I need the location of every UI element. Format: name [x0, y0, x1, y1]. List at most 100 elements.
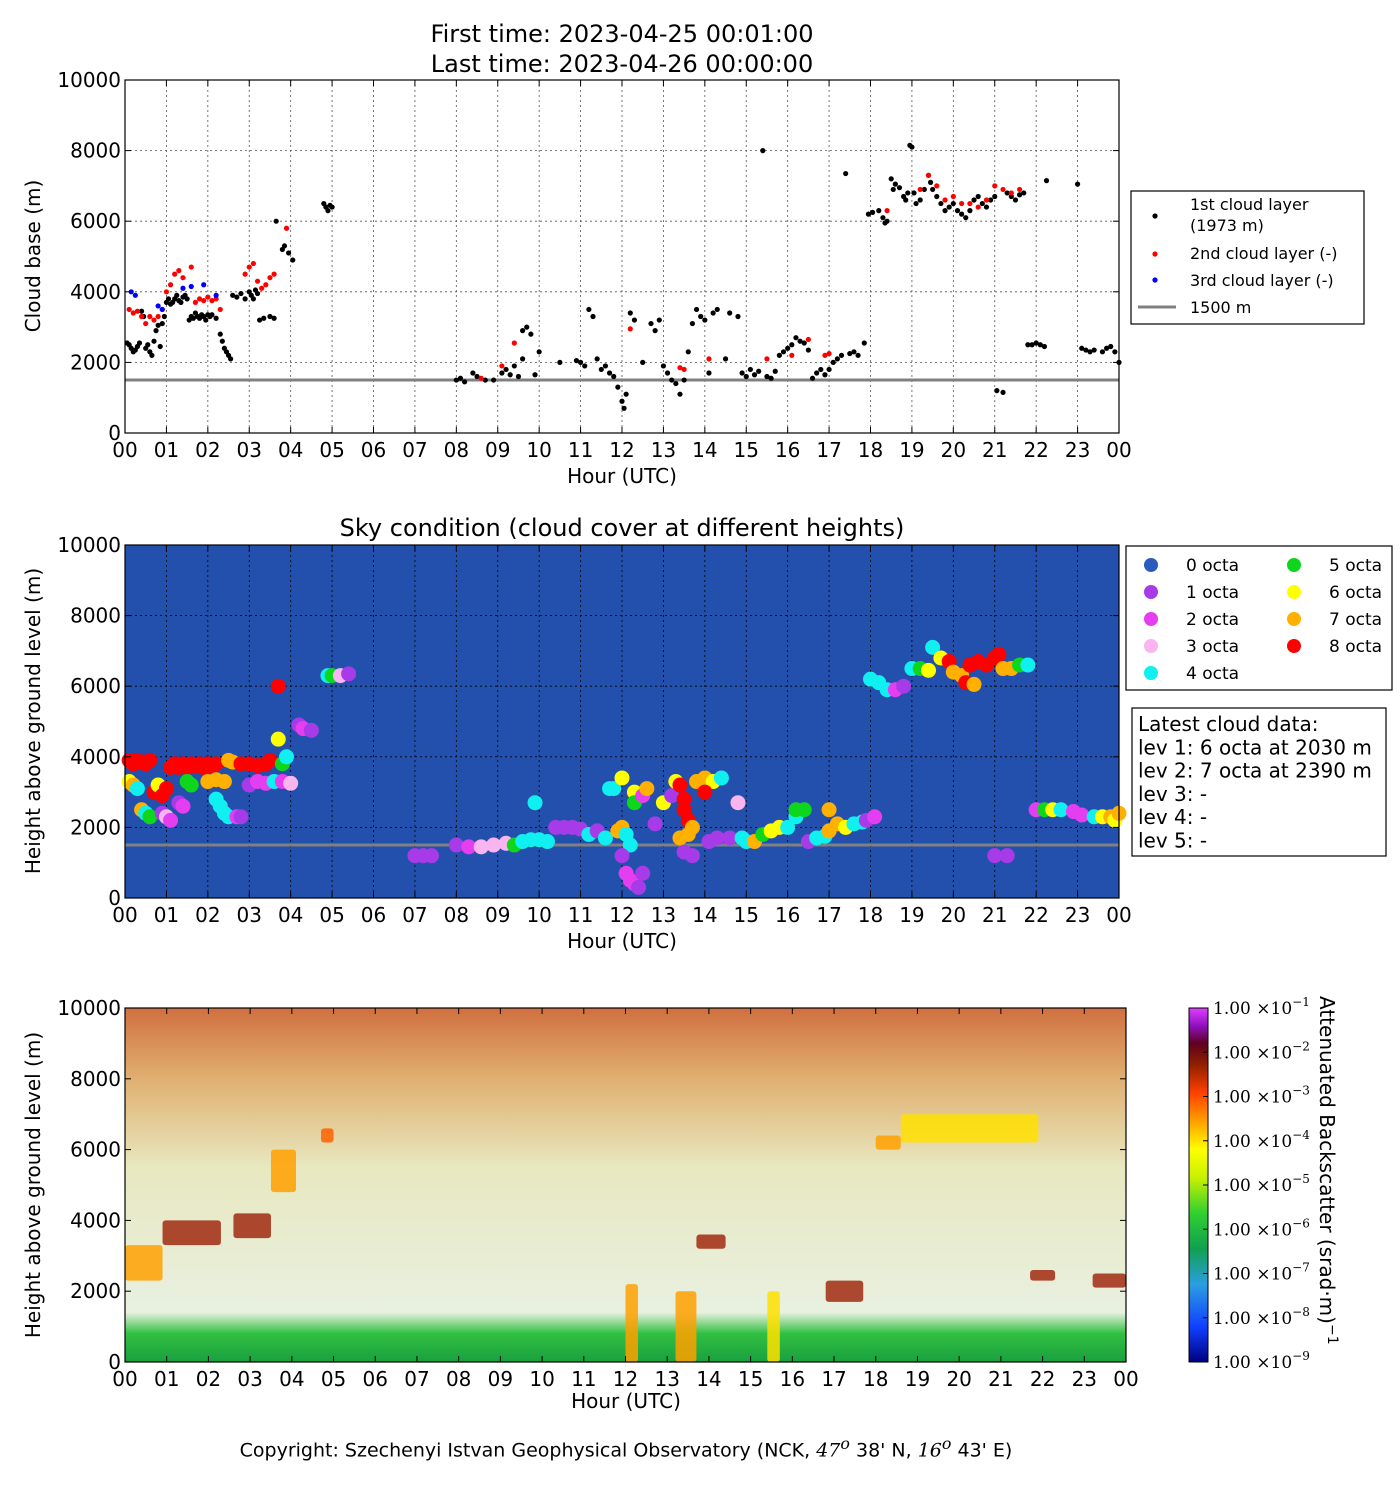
x-tick-label: 20	[946, 1367, 971, 1391]
x-tick-label: 00	[1106, 438, 1131, 462]
x-tick-label: 02	[195, 438, 220, 462]
cloud-layer1-point	[1103, 345, 1110, 351]
x-tick-label: 10	[526, 438, 551, 462]
latest-cloud-line: lev 4: -	[1138, 805, 1207, 829]
octa-5-point	[183, 777, 199, 793]
x-tick-label: 03	[237, 1367, 262, 1391]
cloud-layer2-point	[499, 363, 505, 369]
cloud-layer1-point	[271, 315, 277, 321]
cloud-layer2-point	[627, 326, 633, 332]
octa-2-point	[175, 798, 191, 814]
cloud-layer2-point	[196, 296, 203, 302]
cloud-layer1-point	[1087, 349, 1093, 355]
x-tick-label: 13	[651, 903, 676, 927]
cloud-layer1-point	[946, 204, 952, 210]
cloud-layer2-point	[176, 268, 182, 274]
octa-legend-label: 7 octa	[1329, 610, 1382, 630]
cloud-layer1-point	[1043, 178, 1050, 184]
cloud-layer1-point	[582, 363, 588, 369]
cloud-layer1-point	[503, 366, 509, 373]
octa-8-point	[208, 756, 224, 772]
octa-1-point	[303, 722, 319, 738]
x-tick-label: 16	[775, 903, 800, 927]
legend-layer2: 2nd cloud layer (-)	[1190, 244, 1337, 263]
cloud-layer2-point	[151, 317, 157, 323]
octa-4-point	[713, 770, 729, 786]
cloud-layer1-point	[756, 368, 762, 374]
cloud-layer1-point	[801, 340, 807, 346]
cloud-layer2-point	[143, 320, 149, 327]
y-tick-label: 4000	[70, 280, 121, 304]
cloud-layer1-point	[963, 215, 969, 221]
cloud-layer1-point	[988, 197, 994, 203]
cloud-layer1-point	[698, 313, 704, 320]
x-tick-label: 22	[1023, 903, 1048, 927]
cloud-layer1-point	[230, 292, 236, 298]
legend-layer1-height: (1973 m)	[1190, 216, 1264, 235]
cloud-layer1-point	[149, 352, 155, 358]
cloud-layer1-point	[747, 366, 753, 373]
colorbar-tick-mantissa: 1.00 ×10	[1213, 1309, 1292, 1329]
cloud-layer1-point	[594, 356, 600, 362]
cloud-layer2-point	[677, 365, 683, 371]
cloud-layer1-point	[157, 343, 163, 350]
y-tick-label: 10000	[57, 68, 121, 92]
cloud-layer1-point	[203, 317, 209, 323]
cloud-layer1-point	[913, 200, 919, 207]
colorbar-tick-label: 1.00 ×10−2	[1213, 1039, 1310, 1063]
y-tick-label: 2000	[70, 350, 121, 374]
octa-1-point	[896, 678, 912, 694]
x-tick-label: 05	[319, 438, 344, 462]
x-tick-label: 10	[529, 1367, 554, 1391]
x-tick-label: 09	[485, 438, 510, 462]
y-tick-label: 4000	[70, 745, 121, 769]
cloud-layer2-point	[884, 208, 890, 214]
octa-1-point	[448, 837, 464, 853]
octa-legend-label: 0 octa	[1186, 556, 1239, 576]
cloud-layer1-point	[267, 313, 273, 320]
octa-legend-marker	[1144, 585, 1158, 599]
cloud-layer1-point	[213, 315, 219, 321]
x-tick-label: 21	[982, 903, 1007, 927]
cloud-layer1-point	[520, 328, 526, 334]
cloud-layer3-point	[180, 285, 186, 291]
cloud-layer1-point	[664, 370, 671, 376]
x-tick-label: 00	[112, 903, 137, 927]
backscatter-ylabel: Height above ground level (m)	[21, 1032, 45, 1338]
colorbar-tick-exponent: −3	[1292, 1084, 1310, 1098]
cloud-layer1-point	[1108, 343, 1114, 350]
cloud-layer1-point	[685, 349, 691, 355]
x-tick-label: 17	[821, 1367, 846, 1391]
cloud-layer2-point	[271, 271, 277, 277]
octa-1-point	[631, 879, 647, 895]
cloud-layer1-point	[290, 257, 296, 263]
cloud-layer1-point	[138, 308, 145, 314]
cloud-layer1-point	[1029, 342, 1035, 348]
cloud-layer1-point	[1021, 190, 1027, 196]
x-tick-label: 21	[988, 1367, 1013, 1391]
colorbar-tick-exponent: −4	[1292, 1128, 1310, 1142]
cloud-layer1-point	[234, 294, 240, 300]
cloud-layer1-point	[693, 306, 700, 313]
cloud-layer1-point	[865, 211, 872, 217]
cloud-layer2-point	[789, 352, 795, 358]
cloud-layer2-point	[283, 225, 290, 231]
cloud-layer1-point	[822, 372, 828, 378]
cloud-layer1-point	[602, 363, 609, 369]
octa-5-point	[142, 809, 158, 825]
cloud-layer2-point	[917, 186, 923, 193]
cloud-layer1-point	[586, 306, 592, 313]
cloud-layer2-point	[250, 260, 256, 267]
octa-7-point	[821, 802, 837, 818]
backscatter-cloud-feature	[125, 1245, 163, 1281]
x-tick-label: 20	[941, 903, 966, 927]
cloud-layer1-point	[457, 375, 464, 381]
cloud-layer1-point	[209, 312, 215, 318]
y-tick-label: 8000	[70, 1067, 121, 1091]
x-tick-label: 06	[363, 1367, 388, 1391]
y-tick-label: 10000	[57, 533, 121, 557]
cloud-layer1-point	[954, 208, 961, 214]
cloud-layer2-point	[167, 282, 174, 288]
latest-cloud-line: Latest cloud data:	[1138, 712, 1318, 736]
